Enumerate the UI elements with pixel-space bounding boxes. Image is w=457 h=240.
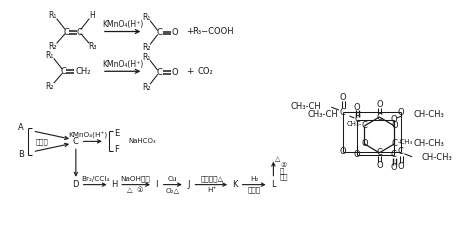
Text: KMnO₄(H⁺): KMnO₄(H⁺) (102, 60, 143, 69)
Text: L: L (271, 180, 276, 189)
Text: KMnO₄(H⁺): KMnO₄(H⁺) (102, 20, 143, 29)
Text: R₁: R₁ (46, 51, 54, 60)
Text: CH₃-CH: CH₃-CH (307, 109, 338, 119)
Text: CH-CH₃: CH-CH₃ (422, 153, 452, 162)
Text: C: C (77, 28, 83, 36)
Text: H⁺: H⁺ (207, 186, 217, 192)
Text: C: C (398, 147, 404, 156)
Text: J: J (187, 180, 190, 189)
Text: +: + (186, 67, 193, 76)
Text: H₂: H₂ (250, 176, 258, 182)
Text: O: O (354, 150, 361, 159)
Text: O: O (391, 163, 397, 172)
Text: C: C (392, 139, 397, 148)
Text: H: H (111, 180, 117, 189)
Text: CO₂: CO₂ (197, 67, 213, 76)
Text: C: C (391, 150, 397, 159)
Text: I: I (155, 180, 158, 189)
Text: △  ①: △ ① (128, 186, 144, 193)
Text: CH-CH₃: CH-CH₃ (414, 139, 444, 148)
Text: R₂: R₂ (142, 43, 150, 52)
Text: B: B (18, 150, 24, 159)
Text: R₃−COOH: R₃−COOH (192, 27, 234, 36)
Text: O: O (376, 100, 383, 108)
Text: O₂△: O₂△ (165, 186, 180, 192)
Text: Cu: Cu (168, 176, 177, 182)
Text: C: C (377, 148, 383, 157)
Text: CH₃-CH: CH₃-CH (291, 102, 322, 111)
Text: O: O (361, 139, 368, 148)
Text: CH-CH₃: CH-CH₃ (413, 109, 444, 119)
Text: C: C (361, 121, 367, 131)
Text: R₂: R₂ (46, 82, 54, 91)
Text: 催化剂: 催化剂 (36, 138, 48, 145)
Text: O: O (376, 161, 383, 170)
Text: KMnO₄(H⁺): KMnO₄(H⁺) (68, 132, 107, 139)
Text: H: H (90, 11, 95, 20)
Text: R₁: R₁ (142, 13, 150, 22)
Text: 催化剂: 催化剂 (248, 186, 260, 193)
Text: △: △ (275, 156, 281, 162)
Text: NaHCO₃: NaHCO₃ (128, 138, 155, 144)
Text: CH₃-: CH₃- (346, 121, 361, 127)
Text: CH₂: CH₂ (76, 67, 91, 76)
Text: O: O (391, 121, 398, 131)
Text: R₃: R₃ (88, 42, 96, 51)
Text: O: O (172, 28, 178, 37)
Text: C: C (340, 108, 345, 117)
Text: O: O (340, 93, 346, 102)
Text: +: + (186, 27, 193, 36)
Text: Br₂/CCl₄: Br₂/CCl₄ (81, 176, 109, 182)
Text: R₂: R₂ (48, 42, 57, 51)
Text: O: O (397, 162, 404, 171)
Text: R₁: R₁ (142, 53, 150, 62)
Text: O: O (391, 115, 397, 125)
Text: C: C (157, 68, 163, 77)
Text: D: D (73, 180, 79, 189)
Text: O: O (340, 147, 346, 156)
Text: C: C (73, 137, 79, 146)
Text: 硫酸: 硫酸 (280, 173, 289, 180)
Text: K: K (232, 180, 238, 189)
Text: R₁: R₁ (48, 11, 57, 20)
Text: ②: ② (280, 162, 287, 168)
Text: F: F (114, 145, 119, 154)
Text: R₂: R₂ (142, 83, 150, 92)
Text: E: E (114, 129, 119, 138)
Text: C: C (354, 115, 360, 125)
Text: C: C (63, 28, 69, 36)
Text: 浓: 浓 (280, 168, 284, 174)
Text: O: O (397, 108, 404, 117)
Text: C: C (60, 67, 66, 76)
Text: -CH₃: -CH₃ (397, 139, 413, 145)
Text: NaOH溶液: NaOH溶液 (121, 175, 150, 182)
Text: A: A (18, 123, 24, 132)
Text: C: C (157, 28, 163, 37)
Text: C: C (377, 113, 383, 121)
Text: 银氨溶液△: 银氨溶液△ (200, 175, 223, 182)
Text: O: O (354, 102, 361, 112)
Text: O: O (172, 68, 178, 77)
